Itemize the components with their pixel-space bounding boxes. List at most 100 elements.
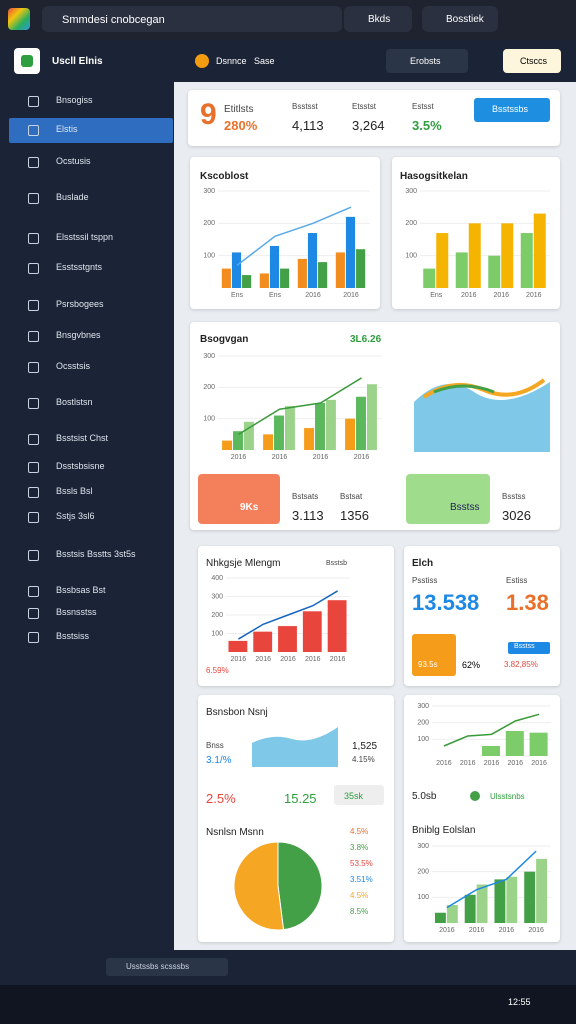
area <box>252 727 338 767</box>
x-tick-label: 2016 <box>484 760 500 767</box>
nav-item[interactable]: Bssls Bsl <box>56 486 93 496</box>
nav-item[interactable]: Bsstsist Chst <box>56 433 109 443</box>
y-tick-label: 100 <box>203 253 215 260</box>
active-item <box>9 118 173 143</box>
stat-key: Bstsats <box>292 492 319 501</box>
search[interactable] <box>386 49 468 73</box>
icon <box>28 398 39 409</box>
stat-value: 3026 <box>502 508 531 523</box>
y-tick-label: 200 <box>203 384 215 391</box>
bar <box>228 640 248 652</box>
bar <box>464 894 476 923</box>
chart: 100 200 300 Ens 2016 2016 2016 <box>405 188 550 299</box>
pill[interactable] <box>508 642 550 654</box>
user: Dsnnce <box>216 56 247 66</box>
logo-mark <box>21 55 33 67</box>
icon <box>28 331 39 342</box>
x-tick-label: Ens <box>269 292 282 299</box>
legend-item: 3.51% <box>350 875 373 884</box>
bar <box>524 871 536 923</box>
bar <box>221 268 231 288</box>
tab[interactable] <box>344 6 412 32</box>
chart: 100 200 300 400 2016 2016 2016 2016 2016 <box>211 575 350 663</box>
stat-value: 3.1/% <box>206 755 232 766</box>
icon <box>28 125 39 136</box>
tile <box>412 634 456 676</box>
chart <box>233 841 323 931</box>
stat-value: 62% <box>462 660 481 670</box>
stat-value: 3.5% <box>412 118 442 133</box>
chart-card: Bsnsbon Nsnj Bnss 3.1/% 1,525 4.15% 2.5%… <box>198 695 394 942</box>
nav-item[interactable]: Ocsstsis <box>56 361 91 371</box>
y-tick-label: 200 <box>417 720 429 727</box>
bar <box>327 600 347 652</box>
stat-pct: 280% <box>224 118 258 133</box>
bar <box>274 415 284 450</box>
card-title: Hasogsitkelan <box>400 171 468 182</box>
bar <box>356 249 366 288</box>
nav-item[interactable]: Esstsstgnts <box>56 262 103 272</box>
tab[interactable] <box>422 6 498 32</box>
stat-label: Etitlsts <box>224 104 254 115</box>
button[interactable] <box>474 98 550 122</box>
nav-item[interactable]: Dsstsbsisne <box>56 461 105 471</box>
stat-value: 4.15% <box>352 755 375 764</box>
x-tick-label: 2016 <box>305 292 321 299</box>
chart-card: Nhkgsje Mlengm Bsstsb 6.59% <box>198 546 394 686</box>
card-title: Elch <box>412 558 434 569</box>
stat-key: Psstiss <box>412 576 438 585</box>
nav-item[interactable]: Elstis <box>56 124 78 134</box>
tab[interactable] <box>42 6 342 32</box>
x-tick-label: 2016 <box>436 760 452 767</box>
search-text: Usstssbs scsssbs <box>126 962 190 971</box>
button[interactable] <box>503 49 561 73</box>
bar <box>222 440 233 450</box>
stat-value: 13.538 <box>412 590 480 615</box>
legend-item: 4.5% <box>350 891 369 900</box>
stat-key: Bsstsst <box>292 102 318 111</box>
icon <box>28 512 39 523</box>
nav-item[interactable]: Sstjs 3sl6 <box>56 511 95 521</box>
nav-item[interactable]: Psrsbogees <box>56 299 104 309</box>
icon <box>28 632 39 643</box>
pill-text: Bsstss <box>514 643 535 650</box>
bar <box>529 732 548 756</box>
nav-item[interactable]: Bnsgvbnes <box>56 330 101 340</box>
bar <box>356 396 366 450</box>
nav-item[interactable]: Ocstusis <box>56 156 91 166</box>
nav-item[interactable]: Bsstsis Bsstts 3st5s <box>56 549 136 559</box>
bar <box>468 223 481 288</box>
y-tick-label: 200 <box>203 220 215 227</box>
stat-value: 3,264 <box>352 118 385 133</box>
nav-item[interactable]: Bssnsstss <box>56 607 97 617</box>
nav-item[interactable]: Bssbsas Bst <box>56 585 106 595</box>
bar <box>233 431 243 450</box>
icon <box>28 608 39 619</box>
line <box>238 377 362 435</box>
menu-item[interactable]: Sase <box>254 56 275 66</box>
nav-item[interactable]: Elsstssil tsppn <box>56 232 114 242</box>
search[interactable] <box>106 958 228 976</box>
nav-item[interactable]: Bsstsiss <box>56 631 90 641</box>
icon <box>28 157 39 168</box>
y-tick-label: 100 <box>405 253 417 260</box>
button-text: Bsstssbs <box>492 104 529 114</box>
nav-item[interactable]: Bostlstsn <box>56 397 93 407</box>
bar <box>501 223 514 288</box>
bar <box>423 268 436 288</box>
bar <box>297 258 307 288</box>
x-tick-label: 2016 <box>272 454 288 461</box>
icon <box>28 362 39 373</box>
logo <box>8 8 30 30</box>
bar <box>284 406 295 450</box>
bar <box>335 252 345 288</box>
search-text: Erobsts <box>410 56 441 66</box>
line <box>446 850 537 909</box>
x-tick-label: 2016 <box>493 292 509 299</box>
bar <box>263 434 274 450</box>
bar <box>242 275 252 288</box>
nav-item[interactable]: Buslade <box>56 192 89 202</box>
nav-item[interactable]: Bnsogiss <box>56 95 93 105</box>
stats-card: 9 Etitlsts 280% Bsstsst 4,113 Etsstst 3,… <box>188 90 560 146</box>
